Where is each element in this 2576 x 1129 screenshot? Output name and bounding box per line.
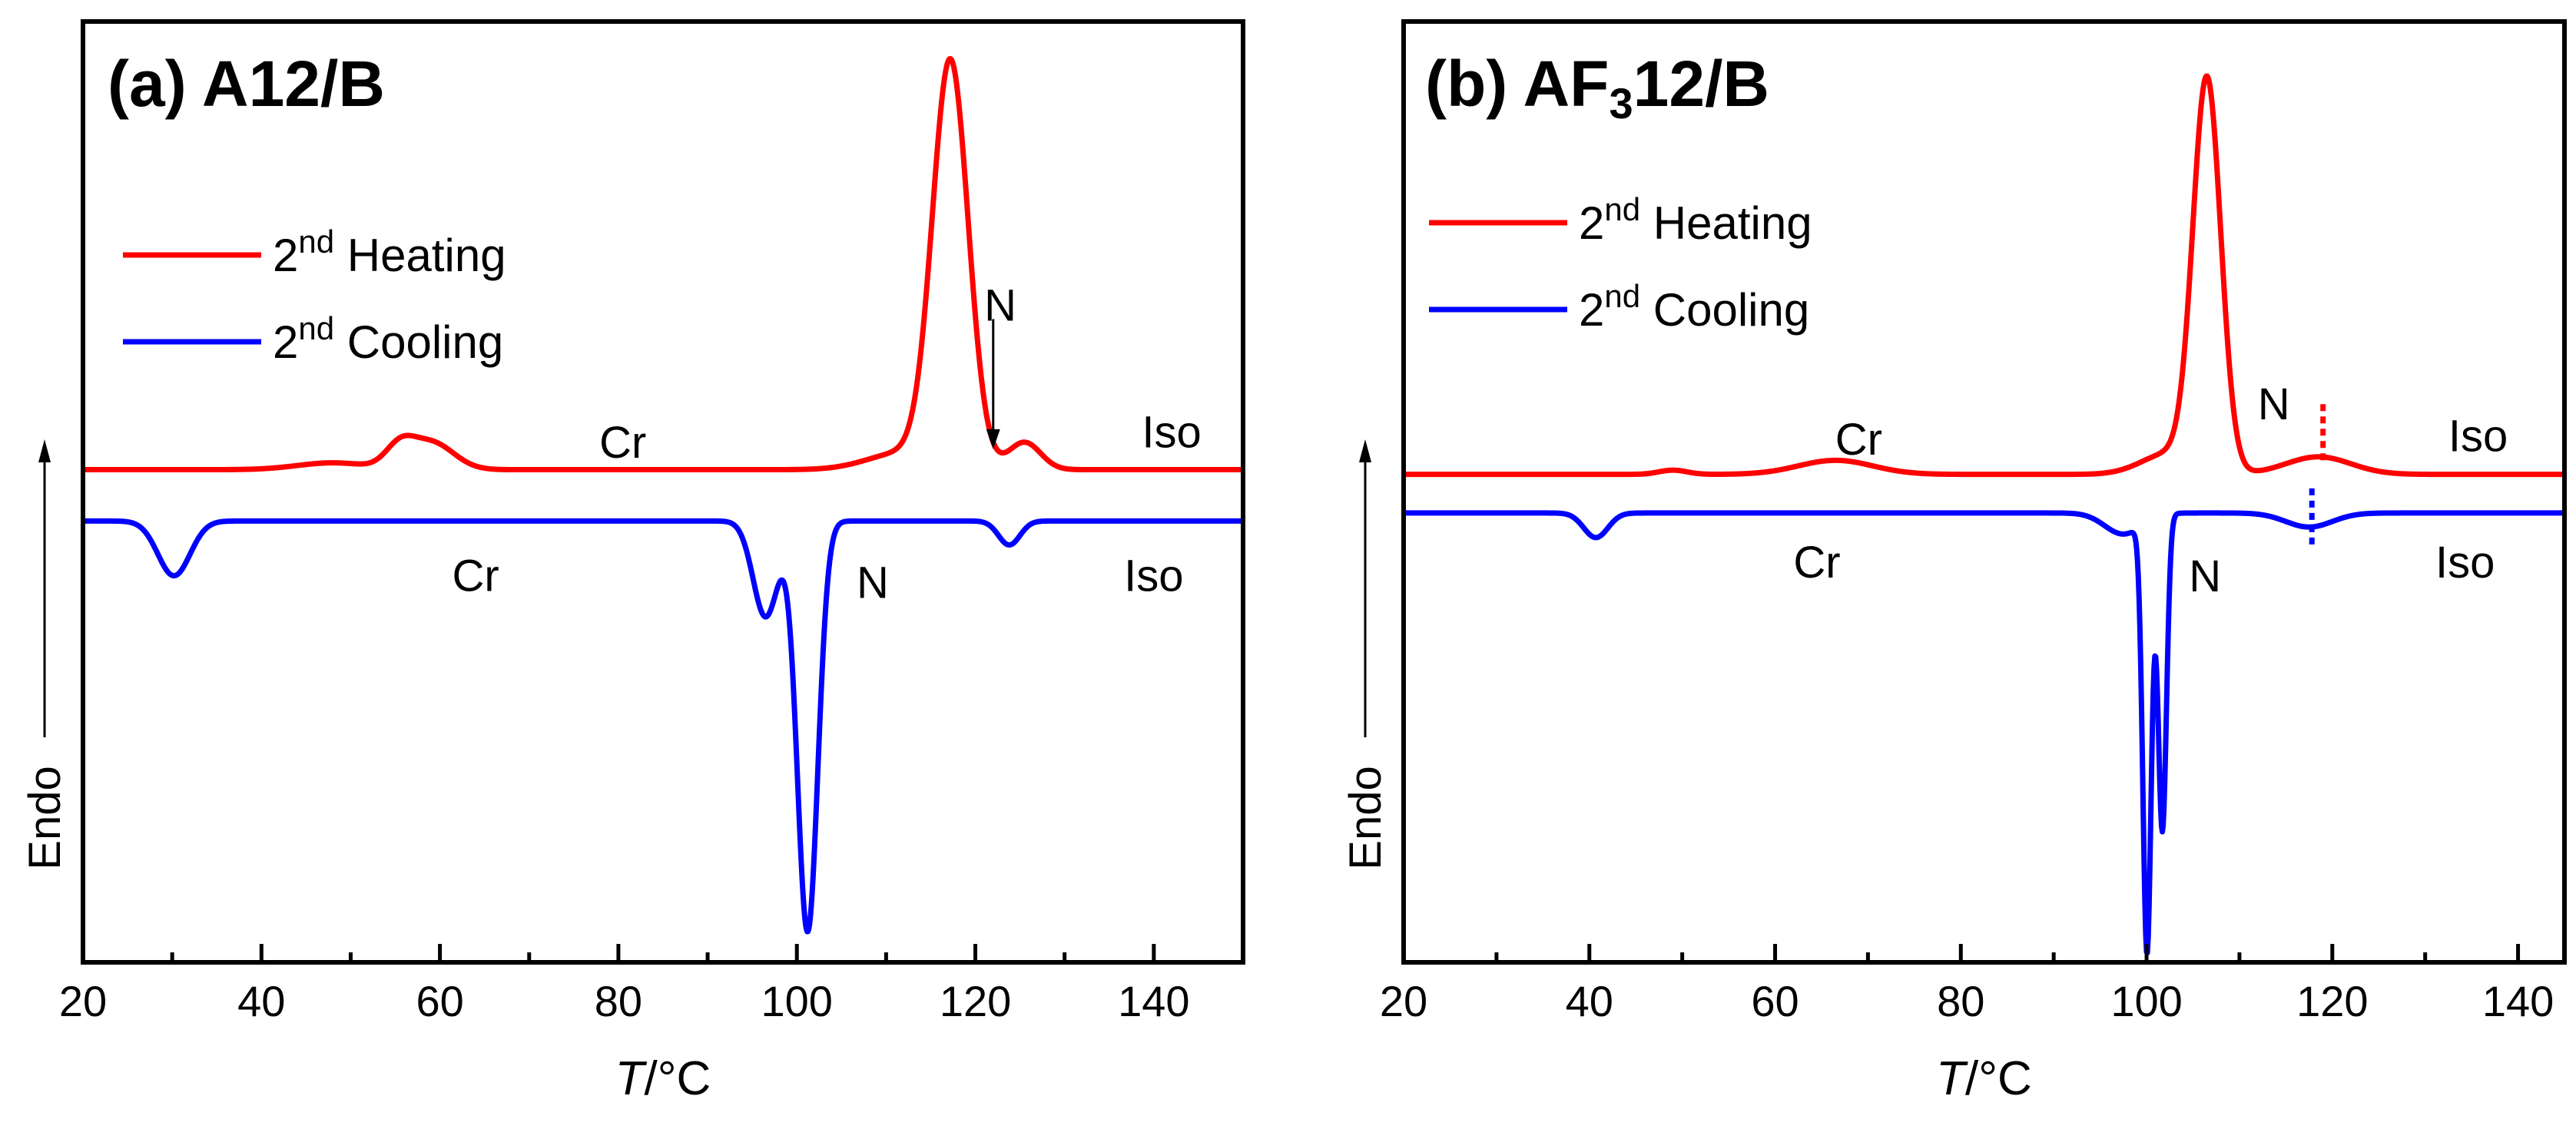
x-axis-label: T/°C [1936,1052,2032,1105]
phase-label-cr: Cr [452,551,499,601]
x-axis-label: T/°C [615,1052,711,1105]
phase-label-iso: Iso [1142,408,1201,458]
phase-label-cr: Cr [1793,538,1840,588]
legend-label-heating: 2nd Heating [1579,191,1812,249]
legend-label-cooling: 2nd Cooling [273,310,503,368]
heating-curve [83,55,1243,473]
y-axis-label: Endo [20,766,70,869]
panel-title: (a) A12/B [108,48,385,120]
cooling-curve [83,518,1243,935]
endo-arrow-head [38,439,51,462]
phase-label-cr: Cr [1835,415,1882,465]
cooling-curve [1404,510,2564,956]
x-tick-label: 20 [59,977,107,1025]
x-tick-label: 20 [1380,977,1427,1025]
x-tick-label: 60 [416,977,463,1025]
phase-label-iso: Iso [1124,551,1183,601]
plot-frame [1401,19,2567,965]
heating-curve [1404,73,2564,478]
panel-title: (b) AF312/B [1425,48,1769,127]
phase-label-iso: Iso [2435,538,2495,588]
panel-a: 20 40 60 80 100 120 140 T/°C Endo (a) A12/B 2nd He… [20,19,1245,1105]
x-tick-label: 120 [2296,977,2368,1025]
phase-label-n: N [857,558,889,608]
panel-b: 20 40 60 80 100 120 140 T/°C Endo (b) AF312/B 2nd … [1341,19,2567,1105]
x-tick-label: 40 [237,977,285,1025]
legend-label-cooling: 2nd Cooling [1579,278,1809,336]
x-tick-label: 140 [1118,977,1189,1025]
x-tick-label: 100 [761,977,833,1025]
y-axis-label: Endo [1341,766,1391,869]
x-tick-label: 100 [2110,977,2182,1025]
x-tick-label: 120 [940,977,1011,1025]
phase-label-cr: Cr [599,418,646,468]
legend-label-heating: 2nd Heating [273,223,506,281]
transition-arrow-head [986,429,1000,449]
x-tick-label: 80 [1937,977,1984,1025]
phase-label-n: N [2258,379,2290,429]
phase-label-n: N [2189,551,2221,601]
x-tick-label: 140 [2482,977,2554,1025]
endo-arrow-head [1359,439,1371,462]
phase-label-n: N [984,281,1016,331]
x-tick-label: 80 [595,977,642,1025]
x-tick-label: 40 [1566,977,1613,1025]
phase-label-iso: Iso [2448,411,2508,461]
plot-frame [81,19,1245,965]
x-tick-label: 60 [1751,977,1799,1025]
